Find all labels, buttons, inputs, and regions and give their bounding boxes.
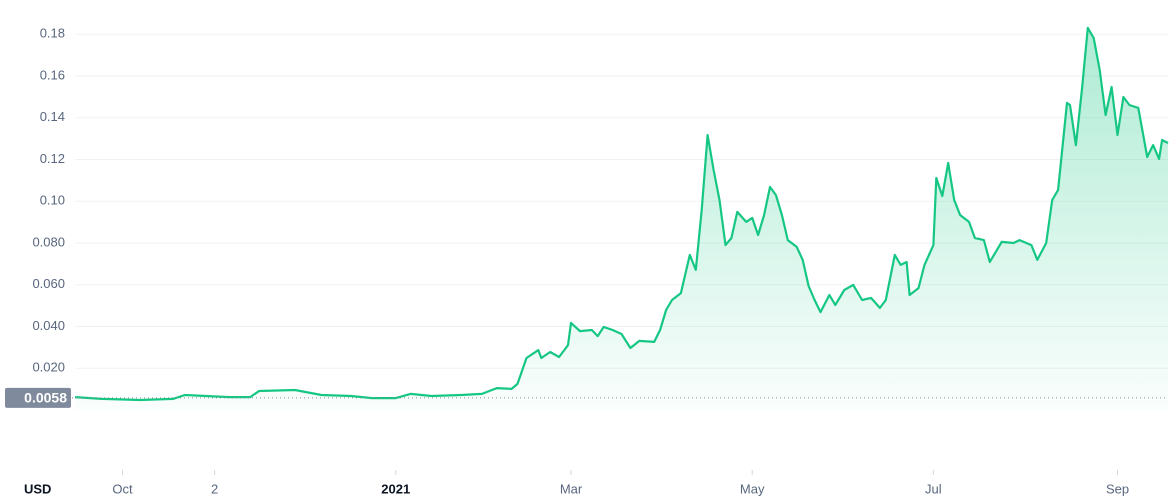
y-tick-label: 0.18: [40, 26, 65, 41]
currency-label: USD: [24, 481, 51, 496]
x-tick-label: 2021: [381, 481, 410, 496]
y-tick-label: 0.020: [32, 360, 65, 375]
y-tick-label: 0.080: [32, 234, 65, 249]
price-area: [75, 27, 1168, 411]
y-tick-label: 0.14: [40, 109, 65, 124]
x-tick-label: Jul: [925, 481, 942, 496]
current-price-label: 0.0058: [24, 390, 67, 406]
y-tick-label: 0.060: [32, 276, 65, 291]
x-tick-label: May: [740, 481, 765, 496]
x-tick-label: Oct: [112, 481, 133, 496]
x-tick-label: Mar: [560, 481, 583, 496]
x-tick-label: 2: [211, 481, 218, 496]
current-price-tag: [5, 387, 71, 408]
price-line: [74, 26, 1169, 402]
y-tick-label: 0.12: [40, 151, 65, 166]
y-tick-label: 0.16: [40, 67, 65, 82]
y-tick-label: 0.040: [32, 318, 65, 333]
x-tick-label: Sep: [1106, 481, 1129, 496]
y-tick-label: 0.10: [40, 193, 65, 208]
